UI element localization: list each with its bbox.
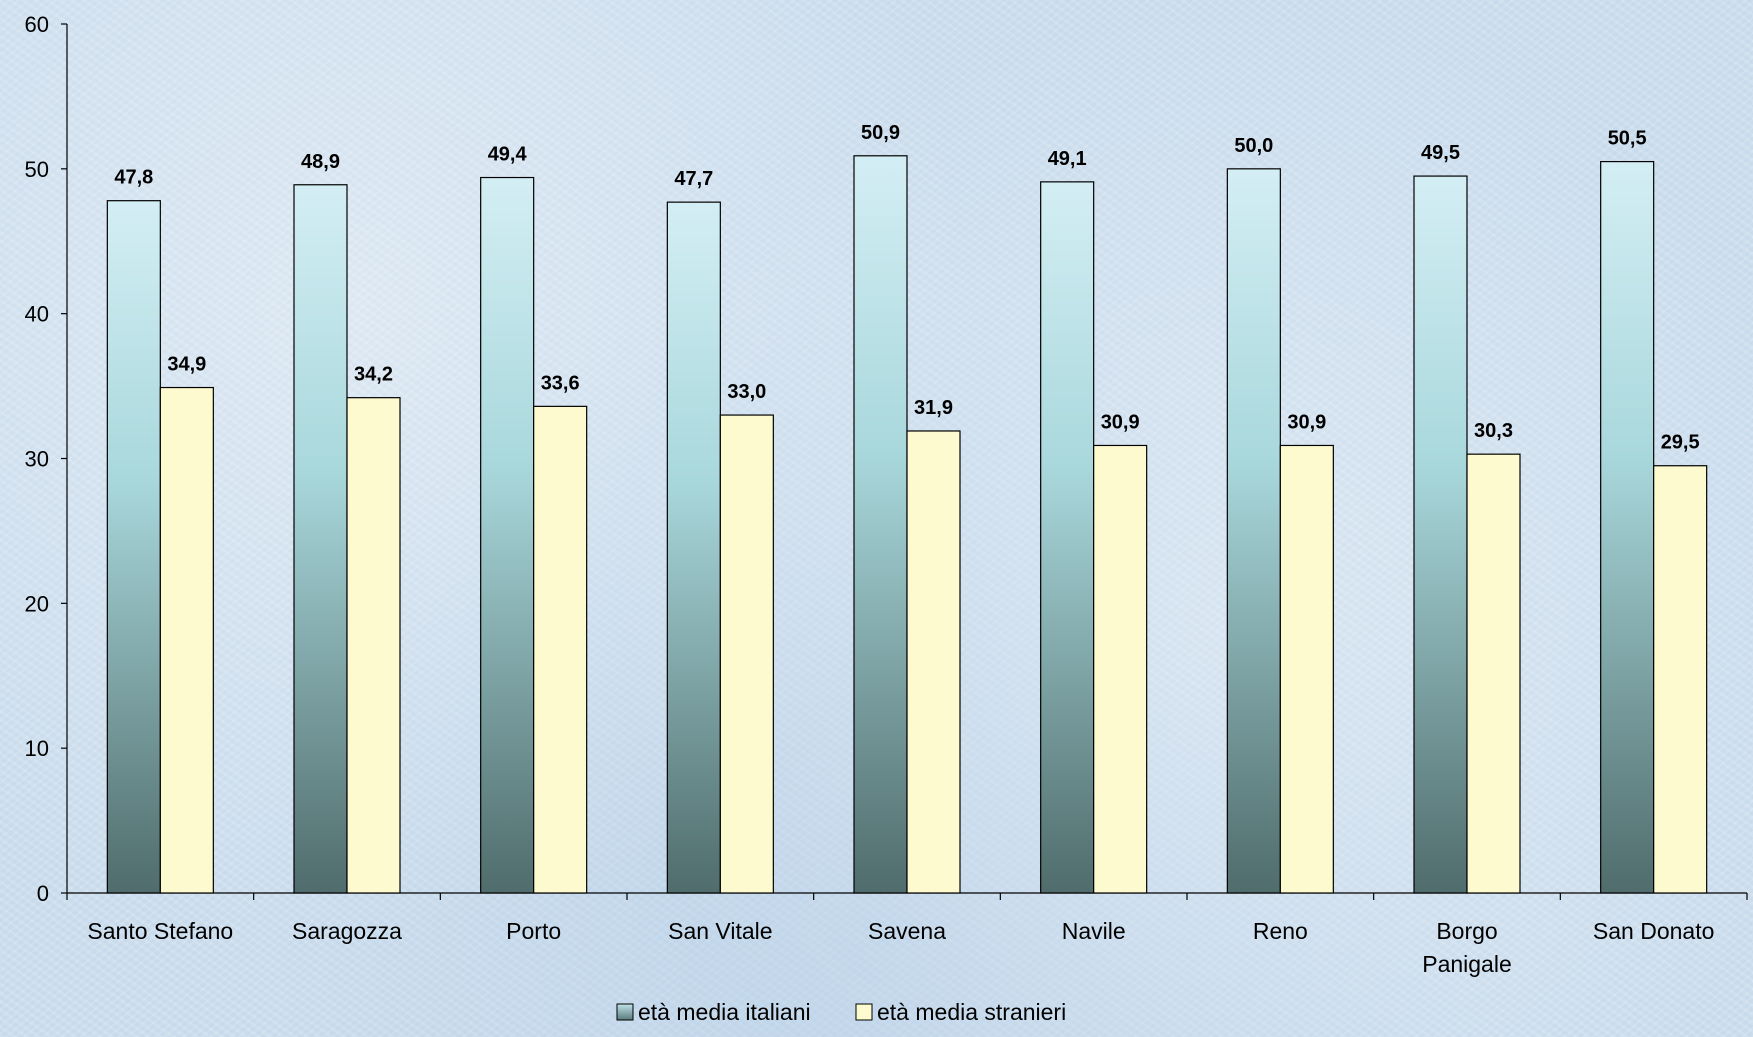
legend-label-italiani: età media italiani: [638, 999, 811, 1025]
data-label-stranieri: 31,9: [914, 397, 953, 419]
x-tick-label: Porto: [506, 918, 561, 944]
bar-stranieri: [719, 414, 774, 894]
x-tick-label: Reno: [1253, 918, 1308, 944]
bar-italiani: [106, 200, 161, 894]
data-label-stranieri: 34,9: [167, 354, 206, 376]
data-label-stranieri: 34,2: [354, 364, 393, 386]
data-label-stranieri: 33,6: [541, 372, 580, 394]
data-label-italiani: 48,9: [301, 151, 340, 173]
data-label-stranieri: 30,9: [1101, 411, 1140, 433]
bar-italiani: [666, 201, 721, 894]
bar-italiani: [1040, 181, 1095, 894]
legend-label-stranieri: età media stranieri: [877, 999, 1066, 1025]
bar-italiani: [293, 184, 348, 894]
bar-stranieri: [346, 397, 401, 894]
bar-stranieri: [1279, 444, 1334, 894]
data-label-italiani: 49,4: [488, 144, 528, 166]
bar-stranieri: [906, 430, 961, 894]
x-tick-label: Saragozza: [292, 918, 402, 944]
bar-stranieri: [533, 405, 588, 894]
data-label-italiani: 47,8: [114, 167, 153, 189]
x-tick-label: Savena: [868, 918, 946, 944]
legend-swatch-stranieri: [855, 1003, 873, 1021]
bars: [106, 155, 1708, 894]
x-tick-label: Borgo: [1436, 918, 1497, 944]
bar-italiani: [1413, 175, 1468, 894]
bar-stranieri: [159, 386, 214, 894]
y-tick-label: 60: [25, 12, 49, 37]
bar-stranieri: [1466, 453, 1521, 894]
legend-swatch-italiani: [616, 1003, 634, 1021]
data-label-italiani: 49,1: [1048, 148, 1087, 170]
data-label-stranieri: 33,0: [727, 381, 766, 403]
x-tick-label: Panigale: [1422, 951, 1512, 977]
data-label-italiani: 50,9: [861, 122, 900, 144]
axes: 0 10 20 30 40 50 60 Santo Stefano Saragozza Porto…: [25, 12, 1748, 977]
data-label-italiani: 47,7: [674, 168, 713, 190]
x-tick-label: San Vitale: [668, 918, 772, 944]
data-label-stranieri: 30,9: [1287, 411, 1326, 433]
bar-italiani: [853, 155, 908, 894]
y-tick-label: 0: [37, 881, 49, 906]
y-tick-label: 30: [25, 447, 49, 472]
y-tick-label: 50: [25, 157, 49, 182]
data-label-italiani: 50,0: [1234, 135, 1273, 157]
x-tick-label: Navile: [1062, 918, 1126, 944]
bar-italiani: [480, 176, 535, 894]
data-label-stranieri: 29,5: [1661, 432, 1700, 454]
data-label-stranieri: 30,3: [1474, 420, 1513, 442]
x-tick-label: Santo Stefano: [87, 918, 233, 944]
bar-italiani: [1600, 160, 1655, 894]
labels: 47,8 34,9 48,9 34,2 49,4 33,6 47,7 33,0 50,9 31,9…: [114, 122, 1699, 454]
y-tick-label: 20: [25, 591, 49, 616]
bar-italiani: [1226, 168, 1281, 894]
x-tick-label: San Donato: [1593, 918, 1714, 944]
data-label-italiani: 49,5: [1421, 142, 1460, 164]
data-label-italiani: 50,5: [1608, 128, 1647, 150]
bar-stranieri: [1653, 465, 1708, 894]
bar-stranieri: [1093, 444, 1148, 894]
y-tick-label: 40: [25, 302, 49, 327]
legend: età media italiani età media stranieri: [616, 999, 1066, 1025]
y-tick-label: 10: [25, 736, 49, 761]
